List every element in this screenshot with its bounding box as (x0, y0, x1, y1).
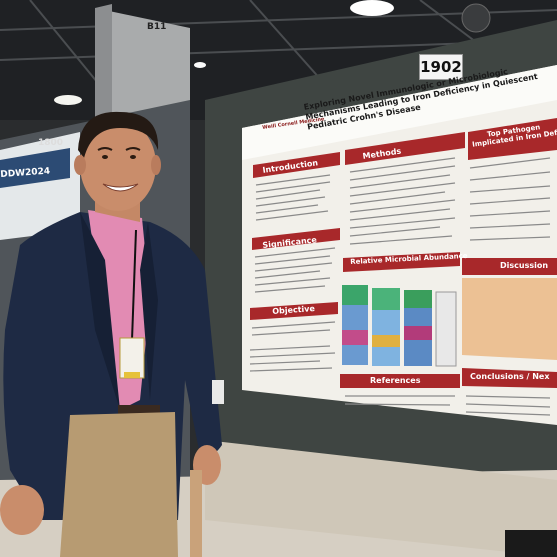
ceiling-light (350, 0, 394, 16)
section-bar-discussion (462, 258, 557, 275)
person-pants (60, 412, 178, 557)
ceiling-light (54, 95, 82, 105)
board-number-sign: 1902 (419, 54, 463, 80)
poster-text-lines (249, 157, 551, 416)
ceiling-light (194, 62, 206, 68)
chair (505, 530, 557, 557)
section-bar-methods (345, 132, 465, 165)
person-smile (102, 183, 139, 192)
section-bar-significance (252, 228, 340, 250)
section-bar-objective (250, 302, 338, 320)
cup (212, 380, 224, 404)
booth-label: B11 (147, 22, 167, 32)
section-bar-references (340, 374, 460, 388)
left-board-number: 1800 (38, 138, 64, 148)
section-bar-pathogens (468, 118, 557, 160)
discussion-table (462, 278, 557, 360)
person-hair (78, 111, 159, 158)
name-badge (119, 337, 145, 379)
section-bar-conclusions (462, 368, 557, 388)
section-bar-introduction (253, 152, 340, 178)
section-title-references: References (370, 376, 421, 385)
section-title-conclusions: Conclusions / Nex (470, 372, 550, 381)
stand-leg (190, 470, 202, 557)
person-face (80, 119, 156, 211)
section-bar-abundance (343, 252, 460, 272)
ceiling-vent (461, 3, 491, 33)
person-hand (0, 485, 44, 535)
abundance-chart (342, 285, 457, 367)
section-title-discussion: Discussion (500, 261, 549, 270)
